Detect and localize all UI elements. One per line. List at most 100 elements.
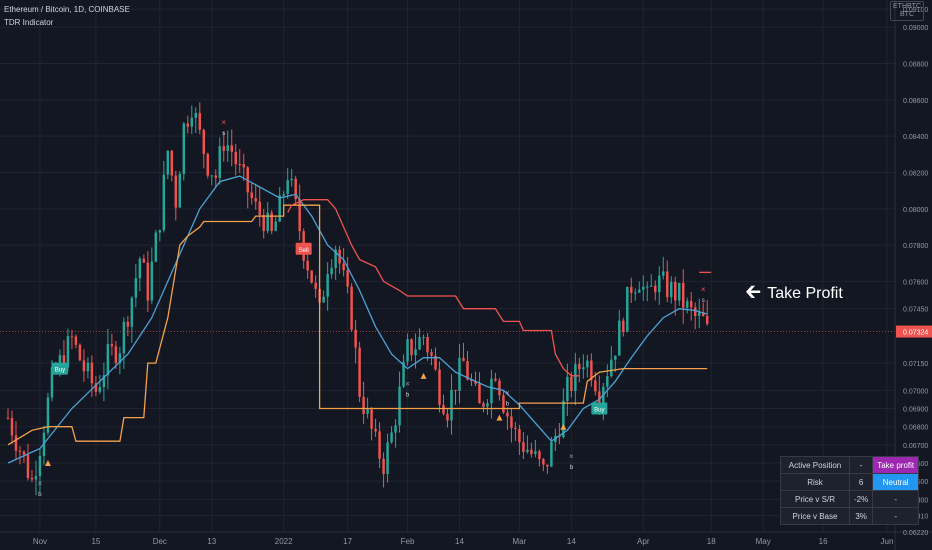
candle-body: [258, 201, 261, 215]
y-tick-label: 0.07450: [903, 307, 928, 314]
candle-body: [498, 380, 501, 396]
candle-body: [562, 400, 565, 438]
y-tick-label: 0.07150: [903, 361, 928, 368]
signal-label: Buy: [55, 368, 65, 374]
signal-letter: s: [702, 298, 705, 304]
candle-body: [202, 129, 206, 154]
candle-body: [38, 455, 42, 477]
candle-body: [102, 375, 106, 388]
candle-body: [134, 278, 138, 298]
candle-body: [354, 329, 357, 348]
candle-body: [50, 367, 54, 398]
candle-body: [114, 346, 118, 364]
candle-body: [586, 360, 589, 368]
candle-body: [689, 301, 693, 308]
candle-body: [194, 112, 198, 118]
y-tick-label: 0.08000: [903, 207, 928, 214]
candle-body: [386, 442, 389, 474]
currency-button[interactable]: ETHBTC BTC: [890, 1, 924, 21]
currency-pair-label: ETHBTC: [893, 3, 921, 10]
candle-body: [646, 286, 649, 288]
candle-body: [494, 378, 497, 381]
time-axis[interactable]: Nov 15 Dec 13 2022 17 Feb 14 Mar 14 Apr 18 May 16 Jun: [33, 537, 894, 546]
candle-body: [74, 336, 78, 345]
y-tick-label: 0.06700: [903, 443, 928, 450]
candle-body: [666, 271, 669, 298]
callout-text: Take Profit: [767, 285, 843, 302]
candle-body: [530, 449, 533, 455]
candle-body: [406, 339, 409, 362]
signal-label: Sell: [299, 248, 309, 254]
row-label: Price v S/R: [780, 490, 850, 508]
candle-body: [418, 337, 421, 350]
y-tick-label: 0.09100: [903, 7, 928, 14]
candle-body: [534, 451, 537, 455]
candle-body: [638, 289, 641, 293]
candle-body: [86, 362, 90, 372]
candle-body: [298, 199, 301, 232]
current-price-label: 0.07324: [903, 330, 928, 337]
candle-body: [66, 336, 70, 368]
candle-body: [334, 249, 337, 268]
y-tick-label: 0.08600: [903, 98, 928, 105]
candle-body: [390, 432, 393, 443]
candle-body: [450, 389, 453, 421]
candle-body: [26, 454, 30, 478]
y-tick-label: 0.07800: [903, 243, 928, 250]
current-price-box: [896, 325, 932, 338]
candle-body: [526, 449, 529, 452]
candle-body: [634, 292, 637, 294]
indicator-title: TDR Indicator: [4, 18, 54, 27]
candle-body: [98, 387, 102, 392]
y-tick-label: 0.08800: [903, 62, 928, 69]
x-tick-label: Apr: [637, 537, 650, 546]
warning-triangle: [496, 414, 503, 421]
candle-body: [438, 369, 441, 405]
take-profit-callout: 🡰 Take Profit: [745, 277, 843, 311]
x-tick-label: 17: [343, 537, 352, 546]
candle-body: [490, 378, 493, 404]
x-tick-label: May: [756, 537, 771, 546]
y-tick-label: 0.06900: [903, 407, 928, 414]
candle-body: [62, 355, 66, 368]
candle-body: [510, 416, 513, 428]
candle-body: [274, 221, 277, 231]
row-status: -: [872, 507, 920, 525]
candle-body: [662, 271, 665, 276]
candle-body: [238, 164, 241, 166]
candle-body: [346, 270, 349, 287]
candle-body: [146, 262, 150, 301]
candle-body: [654, 285, 657, 293]
table-row: Price v Base 3% -: [780, 507, 920, 525]
row-status: -: [872, 490, 920, 508]
candle-body: [190, 117, 194, 127]
candle-body: [574, 364, 577, 391]
candle-body: [70, 336, 74, 338]
candle-body: [693, 307, 697, 316]
candle-body: [6, 417, 10, 419]
signal-x-mark: ×: [38, 479, 43, 488]
candle-body: [90, 362, 94, 384]
signal-x-mark: ×: [701, 285, 706, 294]
y-tick-label: 0.07600: [903, 279, 928, 286]
candle-body: [358, 347, 361, 397]
signal-letter: s: [222, 131, 225, 137]
x-tick-label: 14: [455, 537, 464, 546]
candle-body: [34, 476, 38, 480]
candle-body: [705, 315, 709, 324]
candle-body: [234, 151, 237, 165]
candle-body: [550, 441, 553, 467]
candle-body: [366, 409, 369, 414]
currency-label: BTC: [900, 11, 914, 18]
signal-x-mark: ×: [505, 388, 510, 397]
candle-body: [582, 367, 585, 370]
warning-triangle: [44, 460, 51, 467]
ema-line: [7, 175, 708, 464]
candle-body: [130, 297, 134, 327]
candle-body: [210, 175, 214, 177]
candle-body: [362, 396, 365, 414]
candle-body: [22, 451, 26, 455]
resistance-line: [287, 199, 580, 377]
y-tick-label: 0.06220: [903, 530, 928, 537]
